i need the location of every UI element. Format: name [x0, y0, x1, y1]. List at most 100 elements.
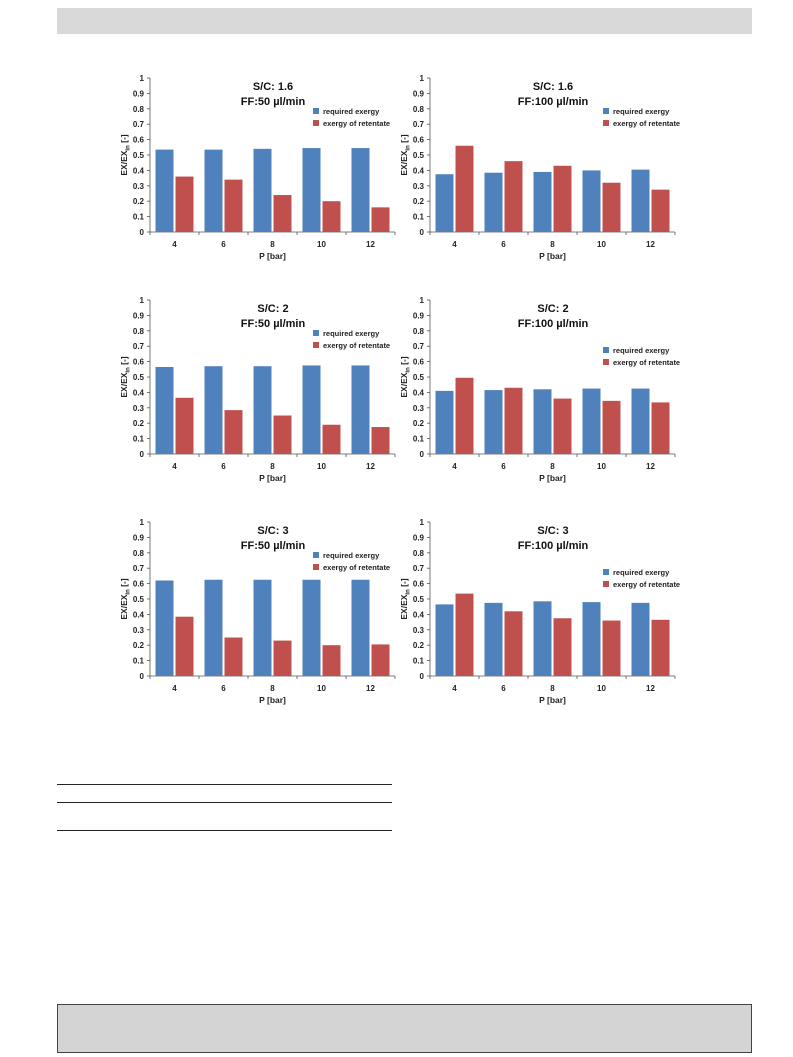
y-tick-label: 0.2	[413, 197, 425, 206]
y-tick-label: 0.8	[133, 105, 145, 114]
y-axis-label: EX/EXin [-]	[119, 356, 132, 397]
y-tick-label: 0	[140, 672, 145, 681]
bar-required-exergy	[155, 580, 174, 676]
y-tick-label: 0.7	[413, 564, 425, 573]
legend-label-required-exergy: required exergy	[323, 329, 380, 338]
bar-chart-sc-3-ff-50: 0 0.1 0.2 0.3 0.4 0.5 0.6 0.7 0.8 0.9 1 4 6 8 10 12 S/C:…	[105, 512, 405, 712]
page-header-band	[57, 8, 752, 34]
bar-exergy-of-retentate	[651, 402, 670, 454]
y-tick-label: 0.1	[413, 435, 425, 444]
x-tick-label: 10	[317, 240, 326, 249]
y-tick-label: 0.9	[133, 311, 145, 320]
bar-required-exergy	[533, 171, 552, 232]
y-tick-label: 0.9	[413, 311, 425, 320]
y-axis-label-main: EX/EX	[399, 372, 409, 397]
page-footer-band	[57, 1004, 752, 1053]
y-tick-label: 0.1	[413, 657, 425, 666]
y-tick-label: 0.2	[133, 419, 145, 428]
chart-svg: 0 0.1 0.2 0.3 0.4 0.5 0.6 0.7 0.8 0.9 1 4 6 8 10 12 S/C:…	[399, 296, 680, 483]
y-tick-label: 0.5	[133, 595, 145, 604]
y-tick-label: 0.4	[413, 610, 425, 619]
y-tick-label: 0.8	[133, 549, 145, 558]
y-tick-label: 0.1	[413, 213, 425, 222]
bar-exergy-of-retentate	[602, 400, 621, 454]
bar-exergy-of-retentate	[602, 182, 621, 232]
bar-required-exergy	[253, 148, 272, 232]
y-tick-label: 0.6	[133, 358, 145, 367]
x-tick-label: 6	[501, 684, 506, 693]
chart-svg: 0 0.1 0.2 0.3 0.4 0.5 0.6 0.7 0.8 0.9 1 4 6 8 10 12 S/C:…	[399, 518, 680, 705]
bar-required-exergy	[582, 388, 601, 454]
chart-svg: 0 0.1 0.2 0.3 0.4 0.5 0.6 0.7 0.8 0.9 1 4 6 8 10 12 S/C:…	[119, 74, 396, 261]
y-tick-label: 0.5	[133, 151, 145, 160]
bar-exergy-of-retentate	[273, 415, 292, 454]
x-tick-label: 4	[172, 462, 177, 471]
bar-exergy-of-retentate	[455, 145, 474, 232]
y-tick-label: 1	[420, 518, 425, 527]
bar-exergy-of-retentate	[504, 387, 523, 454]
legend-swatch-required-exergy	[603, 347, 609, 353]
x-tick-label: 6	[221, 462, 226, 471]
y-tick-label: 0.5	[413, 373, 425, 382]
y-axis-label-main: EX/EX	[119, 150, 129, 175]
x-axis-label: P [bar]	[539, 473, 566, 483]
bar-required-exergy	[435, 174, 454, 232]
y-tick-label: 0.6	[413, 358, 425, 367]
y-axis-label-subscript: in	[126, 145, 132, 151]
y-tick-label: 0.6	[413, 580, 425, 589]
y-tick-label: 0.3	[413, 404, 425, 413]
y-tick-label: 0.1	[133, 213, 145, 222]
bar-exergy-of-retentate	[504, 161, 523, 232]
bar-required-exergy	[484, 602, 503, 676]
y-tick-label: 0.2	[133, 641, 145, 650]
y-axis-label-subscript: in	[406, 589, 412, 595]
x-tick-label: 12	[646, 240, 655, 249]
y-tick-label: 0.4	[413, 166, 425, 175]
legend-label-required-exergy: required exergy	[613, 346, 670, 355]
x-tick-label: 12	[366, 684, 375, 693]
bar-required-exergy	[302, 148, 321, 232]
legend-swatch-exergy-of-retentate	[313, 342, 319, 348]
bar-required-exergy	[302, 579, 321, 676]
y-axis-label-tail: [-]	[119, 578, 129, 589]
y-tick-label: 0.6	[413, 136, 425, 145]
bar-exergy-of-retentate	[322, 424, 341, 454]
bar-exergy-of-retentate	[371, 427, 390, 454]
x-tick-label: 8	[270, 240, 275, 249]
bar-required-exergy	[533, 389, 552, 454]
y-axis-label-main: EX/EX	[119, 372, 129, 397]
legend-label-exergy-of-retentate: exergy of retentate	[323, 563, 390, 572]
x-tick-label: 10	[317, 462, 326, 471]
bar-exergy-of-retentate	[322, 645, 341, 676]
y-axis-label-subscript: in	[406, 145, 412, 151]
bar-exergy-of-retentate	[455, 377, 474, 454]
y-axis-label-main: EX/EX	[119, 594, 129, 619]
y-tick-label: 1	[140, 74, 145, 83]
x-tick-label: 10	[317, 684, 326, 693]
y-axis-label-tail: [-]	[119, 356, 129, 367]
y-axis-label-subscript: in	[126, 589, 132, 595]
bar-required-exergy	[582, 170, 601, 232]
bar-exergy-of-retentate	[651, 189, 670, 232]
legend-swatch-exergy-of-retentate	[313, 564, 319, 570]
bar-required-exergy	[351, 365, 370, 454]
chart-title-line-2: FF:100 µl/min	[518, 540, 589, 552]
x-tick-label: 4	[452, 684, 457, 693]
legend-swatch-exergy-of-retentate	[603, 120, 609, 126]
legend-label-exergy-of-retentate: exergy of retentate	[613, 119, 680, 128]
y-tick-label: 0.8	[133, 327, 145, 336]
legend-swatch-exergy-of-retentate	[603, 359, 609, 365]
legend-swatch-required-exergy	[313, 108, 319, 114]
x-tick-label: 6	[501, 240, 506, 249]
chart-title-line-1: S/C: 3	[537, 525, 568, 537]
bar-exergy-of-retentate	[504, 611, 523, 676]
y-axis-label: EX/EXin [-]	[399, 578, 412, 619]
x-axis-label: P [bar]	[259, 695, 286, 705]
bar-chart-sc-2-ff-50: 0 0.1 0.2 0.3 0.4 0.5 0.6 0.7 0.8 0.9 1 4 6 8 10 12 S/C:…	[105, 290, 405, 490]
y-axis-label-tail: [-]	[119, 134, 129, 145]
y-tick-label: 0.7	[133, 564, 145, 573]
bar-exergy-of-retentate	[224, 637, 243, 676]
bar-exergy-of-retentate	[553, 165, 572, 232]
y-tick-label: 0.9	[413, 89, 425, 98]
y-axis-label: EX/EXin [-]	[399, 134, 412, 175]
